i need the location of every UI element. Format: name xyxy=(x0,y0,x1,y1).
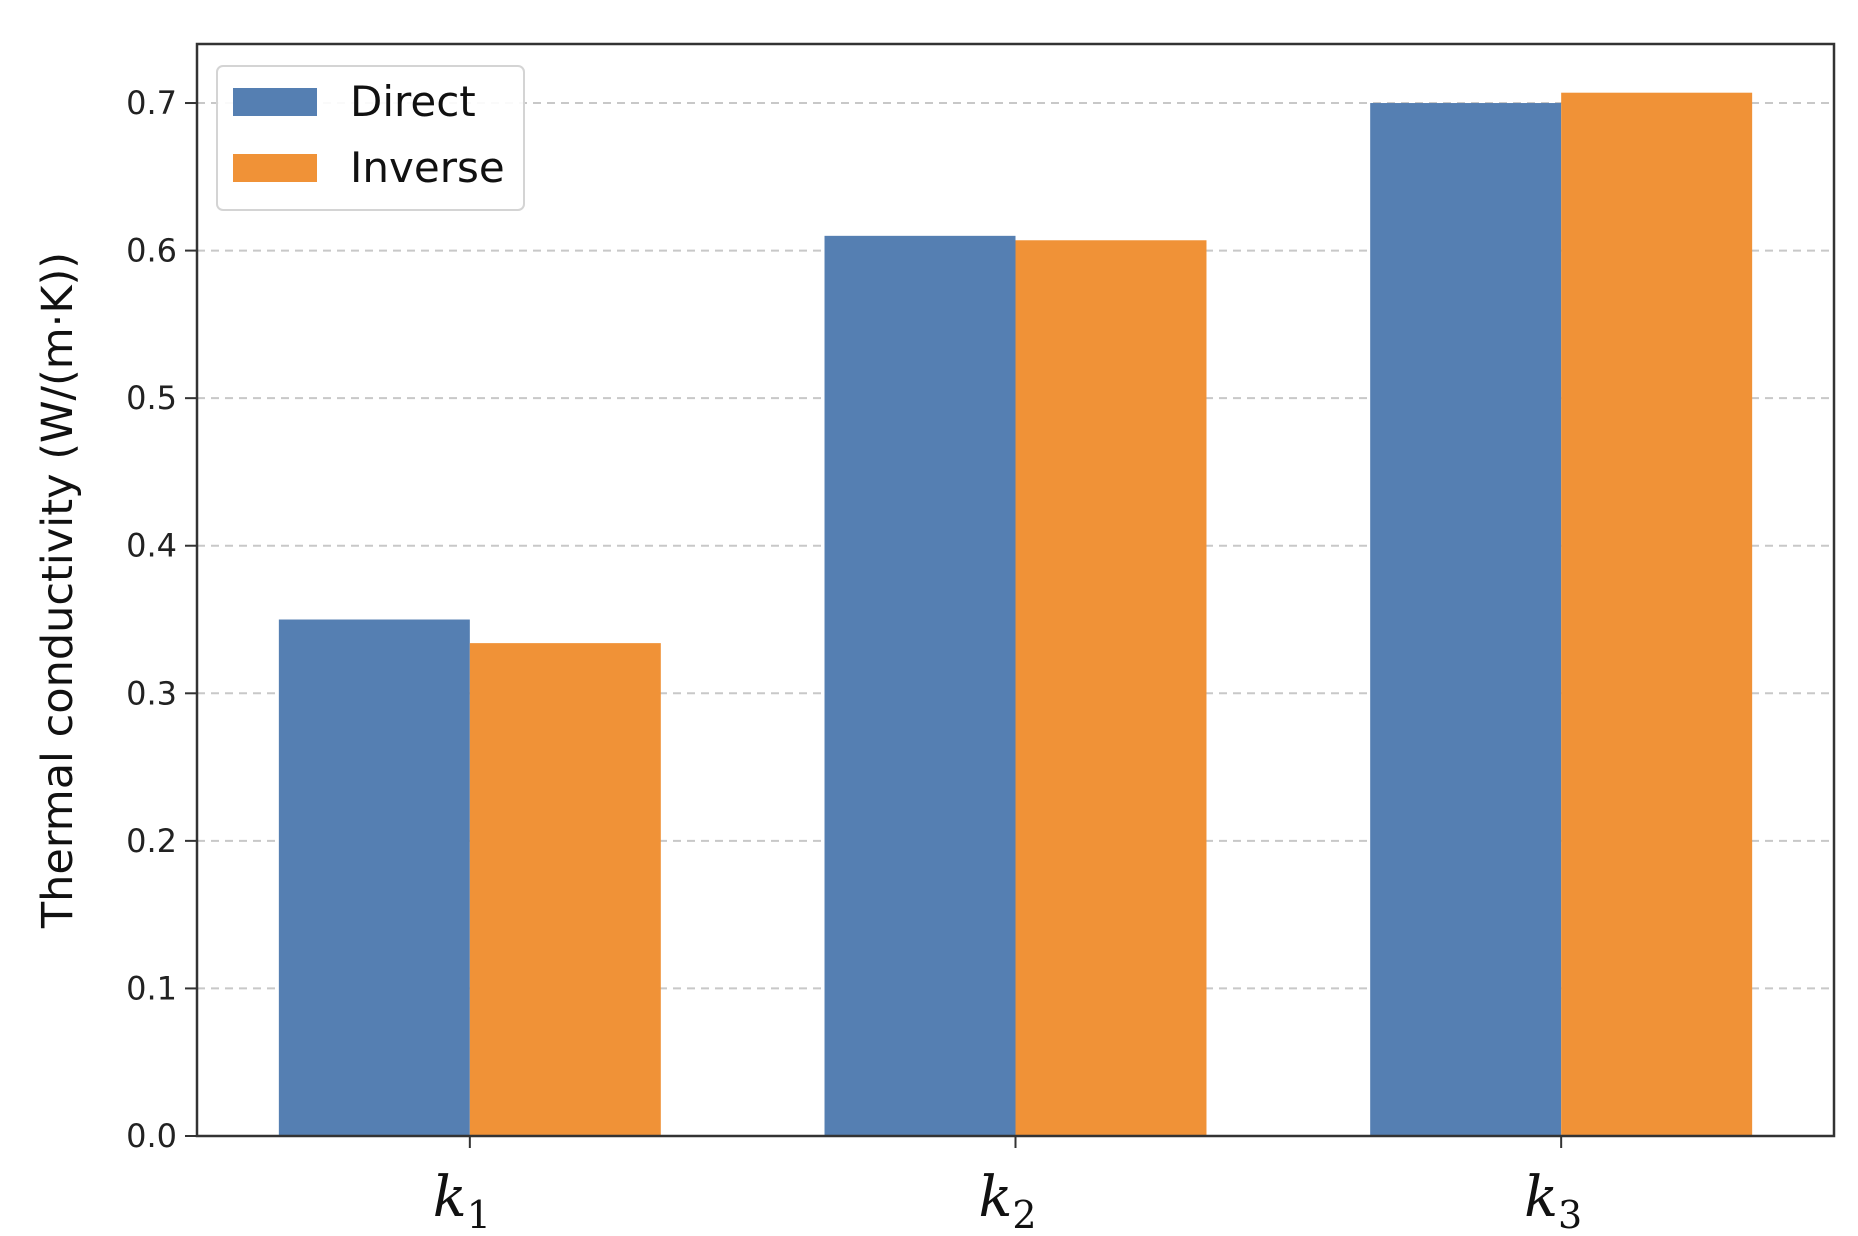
legend: Direct Inverse xyxy=(216,65,525,211)
x-tick-label-subscript: 3 xyxy=(1558,1193,1582,1236)
legend-swatch-inverse xyxy=(233,154,317,182)
y-tick-label: 0.2 xyxy=(126,822,177,860)
bar-inverse-2 xyxy=(1015,240,1207,1136)
x-axis-ticks: k1 k2 k3 xyxy=(433,1136,1582,1236)
x-tick-label-subscript: 1 xyxy=(467,1193,491,1236)
bar-direct-3 xyxy=(1370,103,1562,1137)
x-tick-label: k3 xyxy=(1524,1165,1582,1236)
bar-inverse-3 xyxy=(1561,92,1753,1137)
x-tick-label-main: k xyxy=(1524,1165,1558,1230)
bar-direct-1 xyxy=(278,619,470,1136)
legend-label-inverse: Inverse xyxy=(350,143,505,192)
bar-inverse-1 xyxy=(469,643,661,1136)
y-tick-label: 0.0 xyxy=(126,1117,177,1155)
y-tick-label: 0.4 xyxy=(126,527,177,565)
y-tick-label: 0.3 xyxy=(126,674,177,712)
x-tick-label-main: k xyxy=(433,1165,467,1230)
y-tick-label: 0.1 xyxy=(126,969,177,1007)
y-tick-label: 0.7 xyxy=(126,84,177,122)
legend-swatch-direct xyxy=(233,88,317,116)
legend-label-direct: Direct xyxy=(350,77,476,126)
x-tick-label-main: k xyxy=(978,1165,1012,1230)
y-tick-label: 0.5 xyxy=(126,379,177,417)
y-tick-label: 0.6 xyxy=(126,232,177,270)
bars xyxy=(278,92,1753,1137)
bar-direct-2 xyxy=(824,235,1016,1137)
x-tick-label-subscript: 2 xyxy=(1012,1193,1036,1236)
y-axis-ticks: 0.0 0.1 0.2 0.3 0.4 0.5 0.6 0.7 xyxy=(126,84,197,1155)
y-axis-label: Thermal conductivity (W/(m·K)) xyxy=(33,252,83,929)
x-tick-label: k1 xyxy=(433,1165,491,1236)
x-tick-label: k2 xyxy=(978,1165,1036,1236)
